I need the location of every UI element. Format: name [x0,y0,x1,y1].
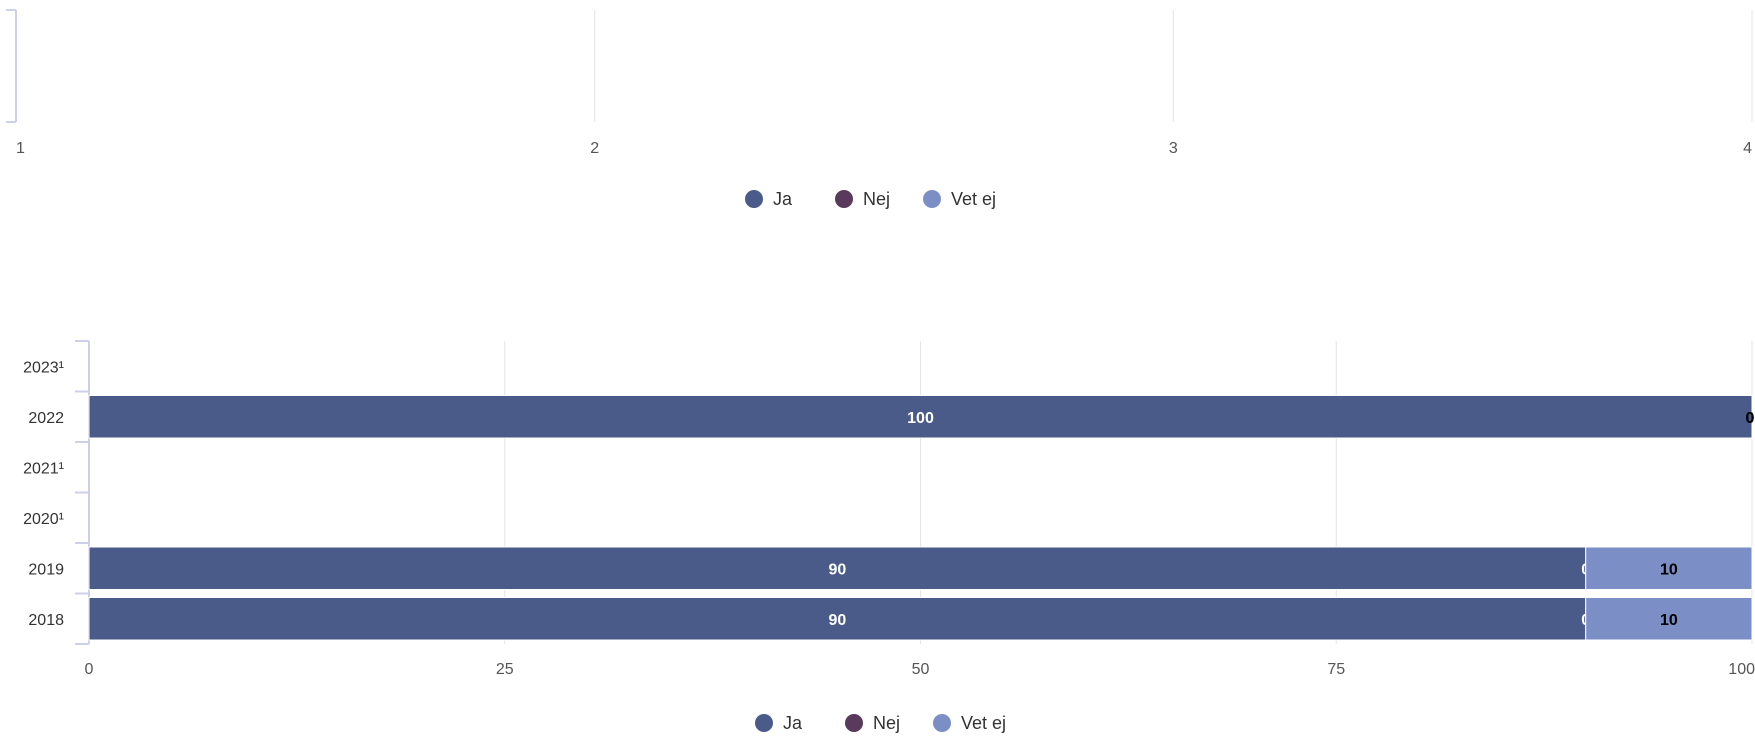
x-tick-label: 50 [912,661,930,678]
chart-1: 1 2 3 4 Ja Nej Vet ej [6,9,1753,209]
x-tick-label: 25 [496,661,514,678]
legend-marker-nej [845,714,863,732]
bar-ja [88,546,1587,590]
x-tick-label: 3 [1169,140,1178,157]
data-label-vet-ej: 10 [1660,561,1678,578]
legend-label-ja: Ja [773,189,793,209]
data-label-ja: 90 [828,561,846,578]
x-tick-label: 0 [85,661,94,678]
bar-ja [88,395,1753,439]
x-tick-label: 2 [590,140,599,157]
data-label-ja: 100 [907,410,934,427]
y-category-label: 2022 [28,410,64,427]
bar-vet-ej [1585,597,1753,641]
y-category-label: 2021¹ [23,460,64,477]
data-label-nej: 0 [1746,410,1755,427]
x-tick-label: 100 [1728,661,1755,678]
bar-ja [88,597,1587,641]
x-tick-label: 75 [1327,661,1345,678]
y-category-label: 2023¹ [23,359,64,376]
legend-marker-ja [745,190,763,208]
y-category-label: 2020¹ [23,511,64,528]
y-category-label: 2018 [28,612,64,629]
legend-label-vet-ej: Vet ej [961,713,1006,733]
legend-marker-vet-ej [933,714,951,732]
legend-marker-ja [755,714,773,732]
data-label-ja: 90 [828,612,846,629]
bar-vet-ej [1585,546,1753,590]
x-tick-label: 1 [16,140,25,157]
legend-label-nej: Nej [873,713,900,733]
data-label-vet-ej: 0 [1746,410,1755,427]
legend-marker-nej [835,190,853,208]
legend-label-vet-ej: Vet ej [951,189,996,209]
data-label-vet-ej: 10 [1660,612,1678,629]
legend-marker-vet-ej [923,190,941,208]
legend-label-ja: Ja [783,713,803,733]
x-tick-label: 4 [1743,140,1752,157]
legend-label-nej: Nej [863,189,890,209]
y-category-label: 2019 [28,561,64,578]
